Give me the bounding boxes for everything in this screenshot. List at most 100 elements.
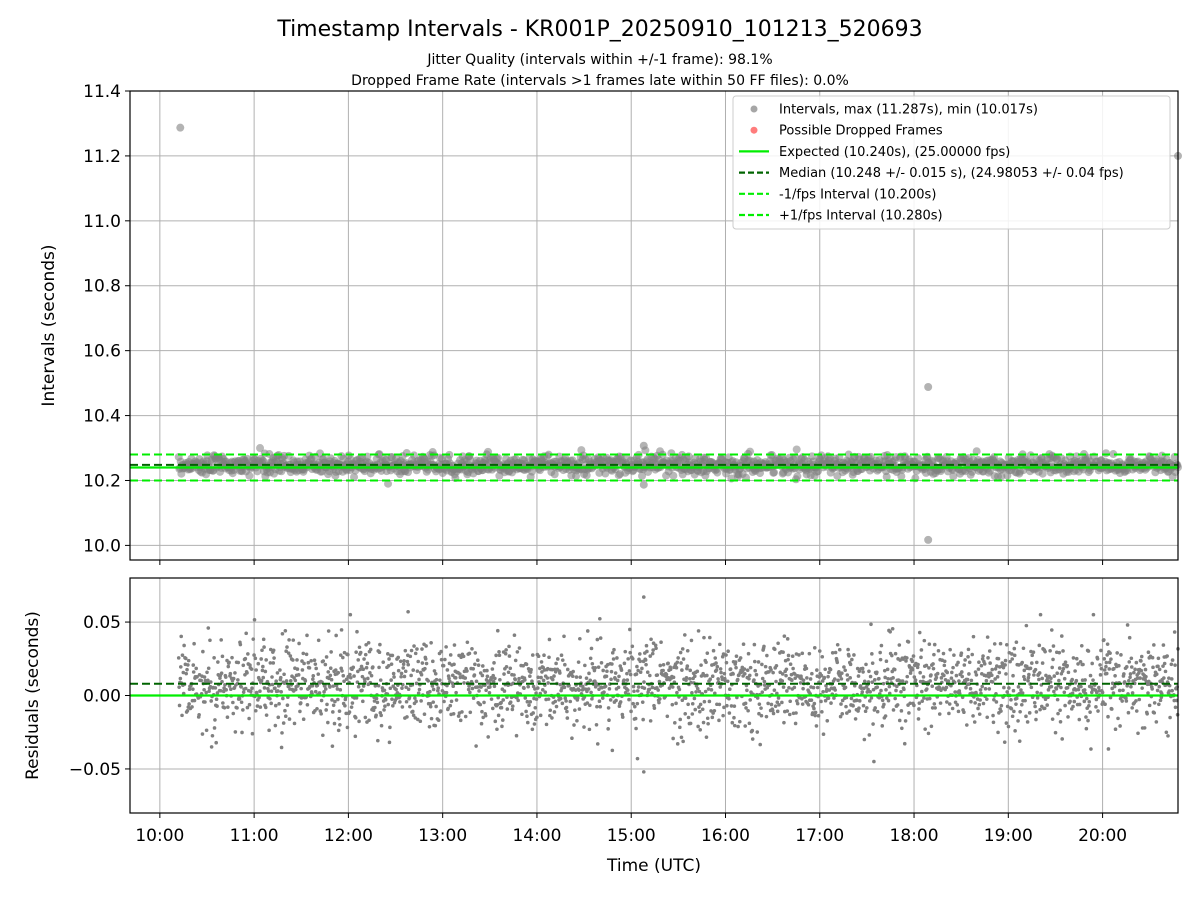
residual-point [1055,697,1060,702]
residual-point [315,706,319,711]
residual-point [878,650,882,655]
residual-point [572,723,576,727]
residual-point [429,716,434,721]
residual-point [697,705,701,709]
residual-point [853,717,858,721]
residual-point [560,701,565,706]
residual-point [303,679,308,683]
residual-point [206,678,210,683]
residual-point [981,654,985,658]
residual-point [1139,659,1143,663]
residual-point [288,678,293,683]
residual-point [228,687,233,692]
residual-point [504,648,508,652]
residual-point [499,705,504,710]
residual-point [907,711,911,715]
residual-point [919,648,924,652]
interval-point [997,472,1006,481]
residual-point [844,695,849,700]
residual-point [295,667,300,671]
residual-point [743,701,748,706]
residual-point [476,663,481,667]
residual-point [200,732,205,736]
residual-point [405,659,410,664]
residual-point [259,678,264,683]
residual-point [236,678,240,682]
residual-point [882,668,887,673]
residual-point [470,686,475,691]
residual-point [683,633,687,637]
residual-point [197,712,201,717]
residual-point [674,665,679,670]
residual-point [680,647,685,651]
residual-point [770,708,775,713]
residual-point [427,724,432,729]
legend-entry-label: -1/fps Interval (10.200s) [779,187,936,202]
residual-point [550,716,554,720]
interval-point [253,467,262,476]
residual-point [654,646,658,651]
residual-point [588,703,592,708]
residual-point [820,710,824,714]
residual-point [1070,677,1074,682]
residual-point [377,650,382,655]
residual-point [1090,661,1094,666]
residual-point [982,662,987,666]
residual-point [178,665,183,669]
residual-point [1020,660,1025,665]
residual-point [514,733,519,738]
residual-point [190,705,194,709]
residual-point [601,668,605,673]
residual-point [417,677,421,682]
residual-point [638,659,643,664]
residual-point [775,691,779,696]
residual-point [886,677,890,681]
residual-point [629,709,633,714]
residual-point [411,668,416,672]
residual-point [525,714,529,718]
residual-point [633,716,638,721]
residual-point [578,675,583,679]
residual-point [248,689,253,694]
residual-point [688,668,693,673]
residual-point [1157,667,1162,672]
residual-point [679,661,683,665]
residual-point [1082,699,1087,704]
residual-point [1152,711,1157,715]
residual-point [938,701,943,705]
residual-point [1107,667,1112,671]
residual-point [323,687,328,691]
residual-point [353,734,358,739]
residual-point [432,669,437,673]
residual-point [326,670,331,674]
residual-point [505,707,510,711]
residual-point [902,741,907,746]
residual-point [993,677,997,681]
residual-point [725,679,730,684]
residual-point [358,650,363,655]
residual-point [988,661,992,665]
residual-point [243,686,248,691]
residual-point [1072,699,1077,704]
interval-point [544,450,553,459]
residual-point [1150,687,1154,691]
residual-point [300,668,305,672]
residual-point [757,702,762,706]
residual-point [510,707,515,712]
residual-point [525,720,530,725]
residual-point [213,686,218,690]
residual-point [564,699,568,703]
residual-point [451,684,456,689]
residual-point [336,697,340,702]
residual-point [925,687,929,691]
residual-point [1034,717,1038,722]
residual-point [813,713,817,718]
residual-point [839,702,843,706]
residual-point [533,705,538,710]
residual-point [638,670,643,675]
residual-point [282,672,286,677]
residual-point [1034,710,1039,714]
residual-point [467,651,472,656]
residual-point [1001,665,1006,670]
residual-point [649,637,653,642]
